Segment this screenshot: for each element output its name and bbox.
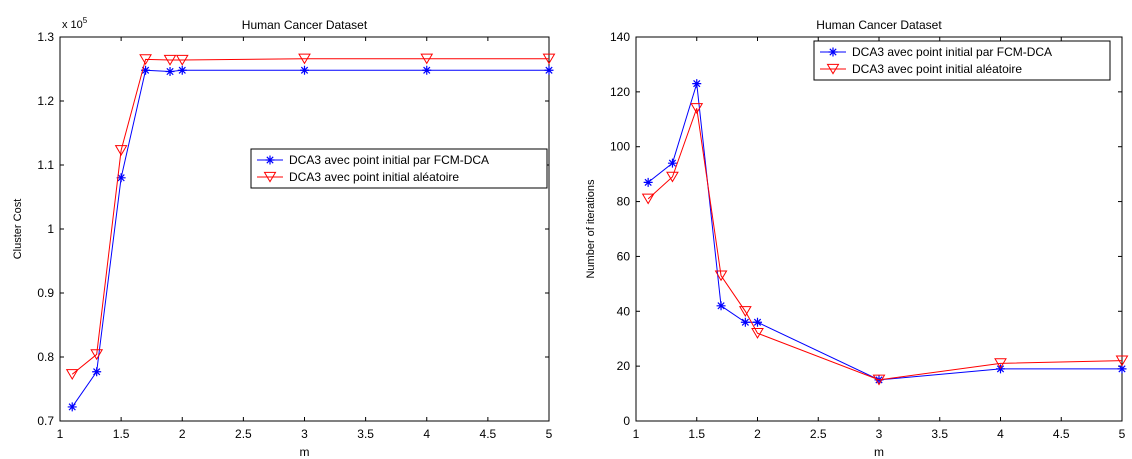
y-tick-label: 1.1: [37, 158, 54, 172]
data-point: [753, 317, 762, 327]
data-point: [175, 54, 189, 66]
x-tick-label: 1.5: [688, 427, 705, 441]
data-point: [714, 270, 728, 282]
plot-frame: [635, 36, 1123, 422]
y-tick-label: 20: [617, 359, 631, 373]
x-tick-label: 2: [754, 427, 761, 441]
data-point: [92, 367, 102, 377]
y-axis-label: Number of iterations: [585, 179, 597, 279]
x-tick-label: 5: [546, 427, 553, 441]
y-tick-label: 0.7: [37, 414, 54, 428]
data-point: [542, 53, 556, 65]
data-point: [114, 145, 128, 156]
data-point: [298, 53, 311, 65]
series-2: [65, 53, 556, 380]
data-point: [163, 54, 177, 66]
data-point: [422, 65, 432, 75]
data-point: [116, 173, 126, 183]
y-tick-label: 0.8: [37, 350, 54, 364]
chart-cluster-cost: Human Cancer Dataset 1 1.5 2 2.5 3 3.5 4 4.5 5 0.7…: [12, 16, 556, 459]
x-tick-label: 4.5: [480, 427, 497, 441]
data-point: [139, 54, 152, 66]
x-tick-label: 1.5: [113, 427, 130, 441]
y-tick-label: 100: [610, 140, 630, 154]
y-multiplier: x 105: [62, 16, 88, 31]
y-tick-label: 1.3: [37, 30, 54, 44]
x-tick-label: 1: [633, 427, 640, 441]
data-point: [1117, 364, 1127, 374]
legend-label: DCA3 avec point initial par FCM-DCA: [852, 45, 1052, 59]
legend: DCA3 avec point initial par FCM-DCA DCA3 …: [813, 40, 1111, 81]
legend-marker: [265, 155, 275, 165]
data-point: [643, 177, 653, 187]
x-tick-label: 3.5: [931, 427, 948, 441]
data-point: [300, 65, 309, 75]
x-tick-label: 4: [423, 427, 430, 441]
legend-marker: [828, 47, 838, 57]
data-point: [67, 402, 77, 412]
y-axis-label: Cluster Cost: [12, 199, 24, 260]
chart-title: Human Cancer Dataset: [242, 18, 368, 32]
series-1: [643, 79, 1127, 385]
data-point: [692, 79, 702, 89]
data-point: [141, 65, 151, 75]
y-multiplier-exponent: 5: [83, 16, 88, 25]
x-tick-label: 3: [876, 427, 883, 441]
series-1: [67, 65, 554, 412]
legend-marker: [826, 63, 840, 75]
y-tick-label: 120: [610, 85, 630, 99]
series-2: [641, 103, 1129, 386]
y-tick-label: 40: [617, 304, 631, 318]
y-tick-label: 1.2: [37, 94, 54, 108]
x-tick-label: 4.5: [1053, 427, 1070, 441]
x-tick-label: 3.5: [357, 427, 374, 441]
data-point: [641, 193, 655, 205]
x-tick-label: 2.5: [810, 427, 827, 441]
data-point: [738, 306, 752, 317]
data-point: [667, 158, 677, 168]
data-point: [740, 317, 750, 327]
legend-label: DCA3 avec point initial aléatoire: [852, 62, 1022, 76]
data-point: [751, 328, 764, 339]
y-tick-label: 140: [610, 30, 630, 44]
x-axis-label: m: [300, 445, 310, 459]
x-tick-label: 1: [57, 427, 64, 441]
series-line: [71, 58, 549, 375]
chart-iterations: Human Cancer Dataset 1 1.5 2 2.5 3 3.5 4 4.5 5 0 20…: [585, 18, 1129, 459]
data-point: [420, 53, 434, 65]
y-tick-label: 0.9: [37, 286, 54, 300]
data-point: [994, 358, 1007, 370]
x-axis-label: m: [874, 445, 884, 459]
data-point: [872, 374, 886, 386]
data-point: [177, 65, 187, 75]
y-multiplier-base: x 10: [62, 19, 83, 31]
data-point: [65, 369, 79, 380]
data-point: [690, 103, 704, 114]
legend-label: DCA3 avec point initial aléatoire: [289, 170, 459, 184]
data-point: [90, 349, 104, 361]
x-tick-label: 4: [997, 427, 1004, 441]
chart-title: Human Cancer Dataset: [816, 18, 942, 32]
y-tick-label: 80: [617, 195, 631, 209]
data-point: [666, 171, 679, 183]
legend-marker: [263, 171, 277, 183]
series-line: [647, 108, 1123, 381]
x-tick-label: 2: [179, 427, 186, 441]
x-tick-label: 2.5: [235, 427, 252, 441]
data-point: [544, 65, 554, 75]
data-point: [165, 67, 175, 77]
plot-frame: [59, 36, 550, 422]
legend-label: DCA3 avec point initial par FCM-DCA: [289, 153, 489, 167]
x-tick-label: 3: [301, 427, 308, 441]
y-tick-label: 0: [623, 414, 630, 428]
legend-box: [813, 40, 1111, 81]
data-point: [1115, 355, 1129, 367]
legend-box: [250, 148, 548, 189]
data-point: [716, 301, 726, 311]
x-tick-label: 5: [1119, 427, 1126, 441]
y-tick-label: 1: [47, 222, 54, 236]
legend: DCA3 avec point initial par FCM-DCA DCA3 …: [250, 148, 548, 189]
y-tick-label: 60: [617, 249, 631, 263]
